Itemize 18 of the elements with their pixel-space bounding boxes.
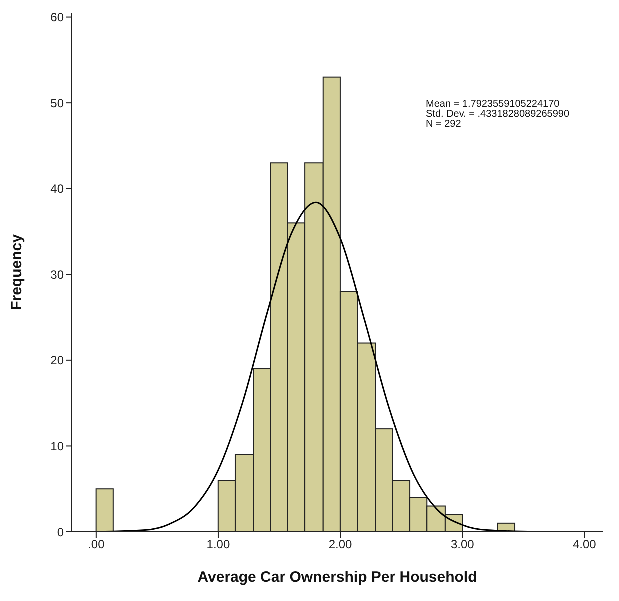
y-tick-label: 0 (57, 525, 64, 540)
y-tick-label: 10 (50, 439, 64, 454)
y-tick-label: 50 (50, 96, 64, 110)
y-axis-title: Frequency (8, 234, 26, 310)
y-tick-label: 30 (50, 268, 64, 282)
x-tick-label: .00 (88, 538, 106, 552)
x-tick-label: 1.00 (206, 538, 230, 552)
x-axis-title: Average Car Ownership Per Household (198, 569, 478, 586)
y-tick-label: 20 (50, 354, 64, 368)
line-series (96, 202, 537, 532)
annotation: Mean = 1.7923559105224170 (426, 99, 561, 110)
annotation: N = 292 (426, 119, 462, 130)
x-tick-label: 2.00 (328, 538, 353, 552)
x-tick-label: 3.00 (450, 538, 475, 552)
y-tick-label: 60 (50, 10, 64, 25)
y-tick-label: 40 (50, 182, 64, 196)
annotation: Std. Dev. = .4331828089265990 (426, 109, 570, 120)
x-tick-label: 4.00 (573, 538, 597, 552)
